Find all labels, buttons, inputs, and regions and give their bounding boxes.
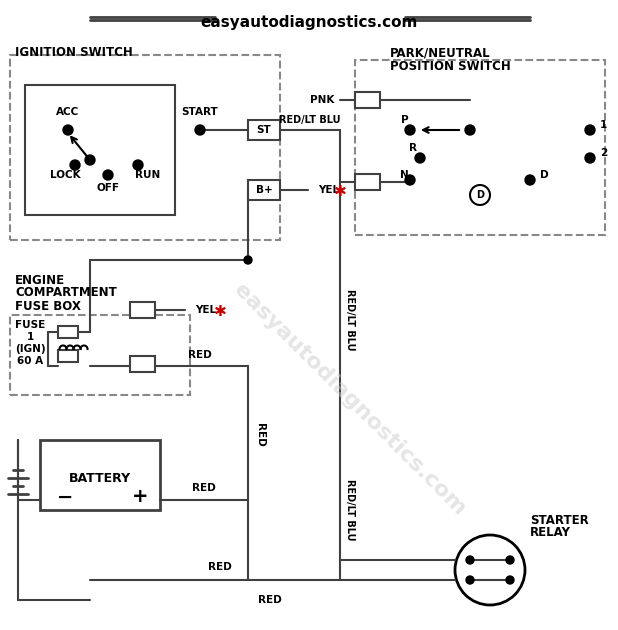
Text: ENGINE: ENGINE (15, 273, 65, 287)
Bar (355, 60, 605, 235)
Text: RED: RED (188, 350, 212, 360)
Circle shape (103, 170, 113, 180)
Text: PARK/NEUTRAL: PARK/NEUTRAL (390, 47, 491, 59)
Circle shape (70, 160, 80, 170)
Text: 1: 1 (27, 332, 33, 342)
Text: LOCK: LOCK (49, 170, 80, 180)
Text: YEL: YEL (195, 305, 216, 315)
Text: RUN: RUN (135, 170, 161, 180)
Text: OFF: OFF (96, 183, 119, 193)
Text: RELAY: RELAY (530, 527, 571, 539)
Circle shape (405, 175, 415, 185)
Text: STARTER: STARTER (530, 513, 589, 527)
Text: D: D (540, 170, 549, 180)
Text: B+: B+ (256, 185, 273, 195)
Text: IGNITION SWITCH: IGNITION SWITCH (15, 47, 133, 59)
Circle shape (195, 125, 205, 135)
Circle shape (525, 175, 535, 185)
Text: COMPARTMENT: COMPARTMENT (15, 287, 117, 299)
Text: N: N (400, 170, 408, 180)
Text: PNK: PNK (310, 95, 334, 105)
Text: P: P (401, 115, 409, 125)
Text: easyautodiagnostics.com: easyautodiagnostics.com (200, 14, 418, 30)
Text: ST: ST (256, 125, 271, 135)
Text: easyautodiagnostics.com: easyautodiagnostics.com (231, 280, 470, 520)
Text: 1: 1 (600, 120, 607, 130)
Text: R: R (409, 143, 417, 153)
Bar (248, 180, 280, 200)
Text: FUSE: FUSE (15, 320, 45, 330)
Text: RED: RED (208, 562, 232, 572)
Circle shape (470, 185, 490, 205)
Text: 2: 2 (600, 148, 607, 158)
Text: D: D (476, 190, 484, 200)
Bar (10, 55, 280, 240)
Bar (130, 356, 155, 372)
Circle shape (63, 125, 73, 135)
Text: RED/LT BLU: RED/LT BLU (345, 479, 355, 541)
Bar (355, 174, 380, 190)
Circle shape (585, 153, 595, 163)
Text: ✱: ✱ (214, 304, 226, 319)
Text: ACC: ACC (56, 107, 80, 117)
Text: −: − (57, 488, 73, 507)
Circle shape (585, 125, 595, 135)
Bar (25, 85, 175, 215)
Bar (10, 315, 190, 395)
Text: ✱: ✱ (334, 185, 346, 200)
Circle shape (405, 125, 415, 135)
Text: +: + (132, 488, 148, 507)
Text: RED: RED (192, 483, 216, 493)
Circle shape (85, 155, 95, 165)
Bar (40, 440, 160, 510)
Circle shape (506, 556, 514, 564)
Text: RED: RED (258, 595, 282, 605)
Text: RED: RED (255, 423, 265, 447)
Bar (248, 120, 280, 140)
Circle shape (466, 556, 474, 564)
Bar (130, 302, 155, 318)
Text: BATTERY: BATTERY (69, 471, 131, 484)
Text: FUSE BOX: FUSE BOX (15, 299, 81, 312)
Circle shape (415, 153, 425, 163)
Circle shape (455, 535, 525, 605)
Circle shape (133, 160, 143, 170)
Text: RED/LT BLU: RED/LT BLU (279, 115, 341, 125)
Text: START: START (182, 107, 218, 117)
Bar (58, 350, 78, 362)
Text: YEL: YEL (318, 185, 339, 195)
Circle shape (466, 576, 474, 584)
Bar (58, 326, 78, 338)
Text: (IGN): (IGN) (15, 344, 45, 354)
Text: POSITION SWITCH: POSITION SWITCH (390, 60, 510, 74)
Circle shape (465, 125, 475, 135)
Circle shape (244, 256, 252, 264)
Bar (355, 92, 380, 108)
Text: 60 A: 60 A (17, 356, 43, 366)
Text: RED/LT BLU: RED/LT BLU (345, 289, 355, 351)
Circle shape (506, 576, 514, 584)
